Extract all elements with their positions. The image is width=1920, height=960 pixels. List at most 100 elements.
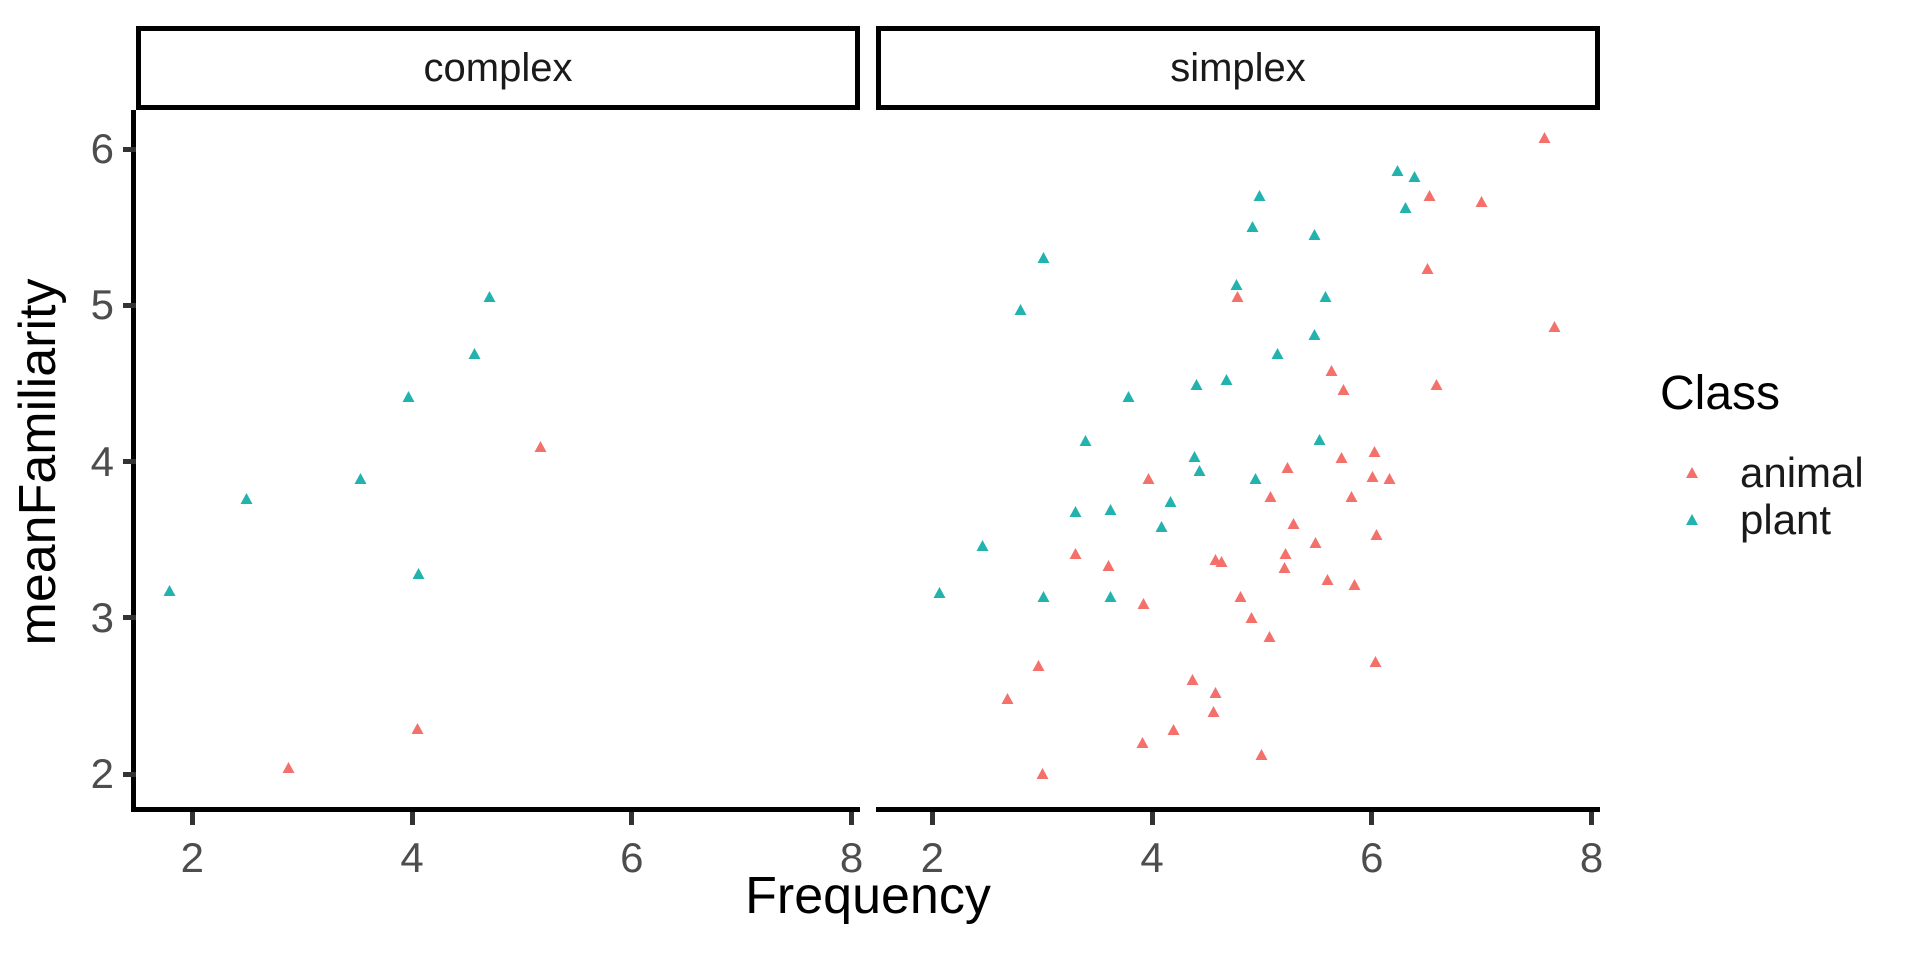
legend-entry-label: plant [1740, 495, 1832, 543]
y-axis: 2 3 4 5 6 [0, 110, 136, 807]
x-tick [409, 812, 415, 825]
animal-point [1348, 578, 1361, 590]
x-tick [1369, 812, 1375, 825]
animal-point [1209, 553, 1222, 565]
x-axis-title: Frequency [745, 867, 991, 925]
plant-point [1308, 328, 1321, 340]
panel-simplex [876, 110, 1600, 812]
legend-entry-label: animal [1740, 448, 1864, 496]
plant-point [1188, 450, 1201, 462]
animal-point [1136, 736, 1149, 748]
plant-point [468, 347, 481, 359]
animal-point [1366, 471, 1379, 483]
plant-point [240, 493, 253, 505]
plant-point [1391, 164, 1404, 176]
x-tick-label: 4 [400, 834, 424, 881]
animal-point [1279, 547, 1292, 559]
x-tick-label: 2 [180, 834, 204, 881]
animal-point [1287, 518, 1300, 530]
plant-point [1104, 591, 1117, 603]
x-tick [929, 812, 935, 825]
plant-point [1313, 433, 1326, 445]
legend-title: Class [1660, 367, 1781, 420]
x-tick-label: 6 [1360, 834, 1384, 881]
plant-point [402, 391, 415, 403]
x-tick-label: 4 [1140, 834, 1164, 881]
animal-point [1209, 686, 1222, 698]
animal-point [282, 761, 295, 773]
plant-point [1230, 278, 1243, 290]
plant-point [1253, 189, 1266, 201]
animal-point [1264, 491, 1277, 503]
x-tick-label: 8 [839, 834, 864, 881]
y-tick-label: 5 [90, 281, 114, 329]
animal-point [1370, 528, 1383, 540]
plant-point [1408, 171, 1421, 183]
plant-point [1193, 464, 1206, 476]
x-tick [189, 812, 195, 825]
animal-point [1383, 472, 1396, 484]
animal-point [1032, 660, 1045, 672]
legend: Class animal plant [1660, 366, 1910, 543]
plant-point [1399, 202, 1412, 214]
x-axis-simplex: 2 4 6 8 [876, 812, 1603, 902]
animal-point [1325, 364, 1338, 376]
y-tick [123, 302, 136, 308]
plant-point [1037, 591, 1050, 603]
facet-strip-complex: complex [136, 26, 860, 110]
animal-point [1345, 491, 1358, 503]
animal-point [1335, 452, 1348, 464]
animal-point [1167, 724, 1180, 736]
animal-point [1263, 630, 1276, 642]
x-tick-label: 6 [620, 834, 644, 881]
panel-complex [131, 110, 860, 812]
plant-point [1037, 252, 1050, 264]
plant-point [483, 291, 496, 303]
plant-point [1190, 378, 1203, 390]
animal-point [1548, 321, 1561, 333]
y-tick [123, 146, 136, 152]
y-tick [123, 615, 136, 621]
plant-point [1308, 228, 1321, 240]
plant-point [1155, 521, 1168, 533]
plant-point [1014, 303, 1027, 315]
y-tick [123, 771, 136, 777]
animal-point [1245, 611, 1258, 623]
animal-point [1321, 574, 1334, 586]
y-tick-label: 2 [90, 750, 114, 798]
plant-point [1246, 221, 1259, 233]
animal-point [1309, 536, 1322, 548]
x-tick [1149, 812, 1155, 825]
animal-point [411, 722, 423, 734]
facet-strip-label: complex [423, 45, 573, 90]
animal-point [1234, 591, 1247, 603]
x-tick [849, 812, 855, 825]
x-tick [1589, 812, 1595, 825]
plant-point [412, 568, 425, 580]
x-axis-complex: 2 4 6 8 [136, 812, 864, 902]
y-tick-label: 3 [90, 593, 114, 641]
animal-point [1255, 749, 1268, 761]
animal-point [1281, 461, 1294, 473]
animal-point [1215, 555, 1228, 567]
plant-point [354, 472, 367, 484]
plant-marker-icon [1686, 514, 1698, 525]
plant-point [976, 539, 989, 551]
animal-point [1369, 655, 1382, 667]
animal-point [1207, 705, 1220, 717]
animal-point [1036, 768, 1049, 780]
plant-point [1104, 503, 1117, 515]
facet-strip-label: simplex [1170, 45, 1306, 90]
animal-point [1102, 560, 1115, 572]
animal-point [1538, 132, 1551, 144]
x-tick-label: 2 [920, 834, 944, 881]
animal-point [1142, 472, 1155, 484]
plant-point [1079, 435, 1092, 447]
animal-point [1186, 674, 1199, 686]
facet-strip-simplex: simplex [876, 26, 1600, 110]
legend-entry-animal: animal [1660, 449, 1910, 496]
plant-point [1249, 472, 1262, 484]
y-tick-label: 4 [90, 437, 114, 485]
animal-point [1430, 378, 1443, 390]
